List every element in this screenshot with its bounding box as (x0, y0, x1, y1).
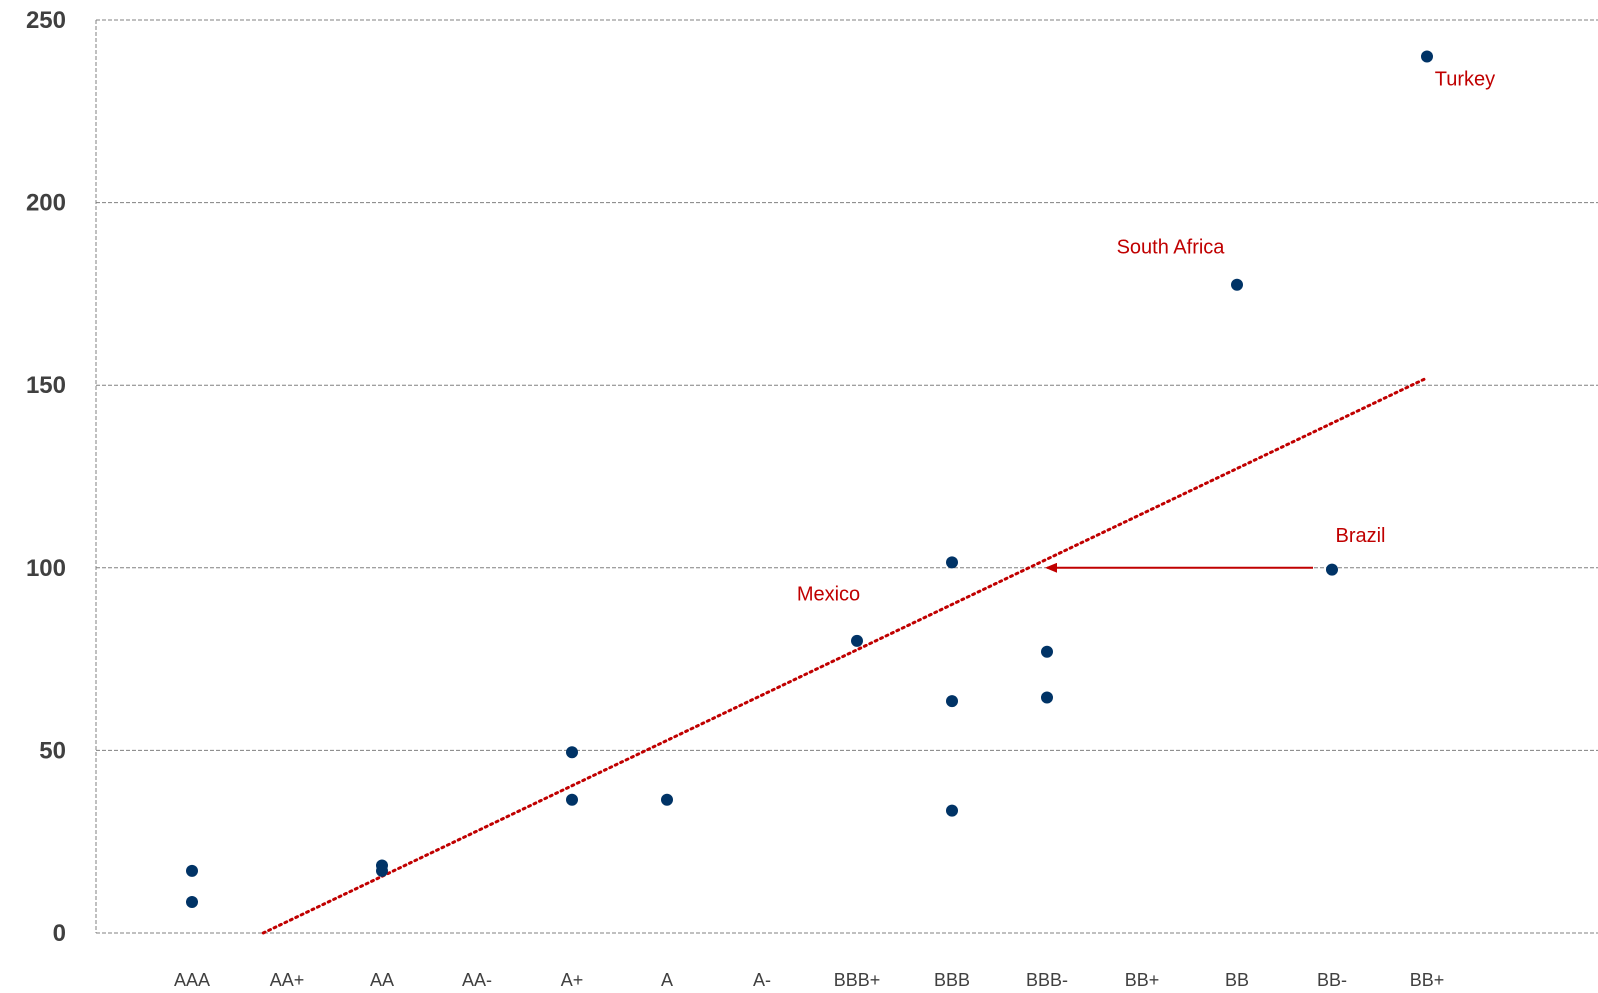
x-tick-label: AA (370, 970, 394, 990)
data-point (566, 746, 578, 759)
data-point (946, 556, 958, 569)
annotation-label: Brazil (1335, 525, 1385, 547)
y-axis-ticks: 0 50 100 150 200 250 (26, 7, 66, 947)
y-tick-label: 150 (26, 372, 66, 399)
x-tick-label: A+ (561, 970, 584, 990)
data-point (1041, 691, 1053, 704)
x-tick-label: BBB (934, 970, 970, 990)
x-tick-label: AA- (462, 970, 492, 990)
x-tick-label: AAA (174, 970, 210, 990)
annotation-label: Mexico (797, 583, 860, 605)
x-axis-ticks: AAA AA+ AA AA- A+ A A- BBB+ BBB BBB- BB+ BB BB- BB+ (174, 970, 1444, 990)
x-tick-label: A (661, 970, 673, 990)
x-tick-label: BB (1225, 970, 1249, 990)
y-tick-label: 50 (39, 737, 66, 764)
trendline (261, 376, 1429, 935)
trendline-layer (261, 376, 1429, 935)
x-tick-label: BBB- (1026, 970, 1068, 990)
annotation-label: South Africa (1117, 236, 1226, 258)
data-point (566, 793, 578, 806)
gridlines (95, 19, 1598, 934)
data-points (186, 50, 1433, 908)
data-point (376, 864, 388, 877)
annotation-label: Turkey (1435, 68, 1495, 90)
annotations: Turkey South Africa Brazil Mexico (797, 68, 1495, 605)
x-tick-label: BB+ (1410, 970, 1445, 990)
x-tick-label: A- (753, 970, 771, 990)
data-point (1231, 278, 1243, 291)
data-point (186, 864, 198, 877)
data-point (1421, 50, 1433, 63)
data-point (186, 895, 198, 908)
data-point (851, 634, 863, 647)
data-point (946, 804, 958, 817)
y-tick-label: 0 (53, 920, 66, 947)
y-tick-label: 250 (26, 7, 66, 34)
data-point (1326, 563, 1338, 576)
data-point (661, 793, 673, 806)
x-tick-label: BBB+ (834, 970, 881, 990)
y-tick-label: 200 (26, 190, 66, 217)
data-point (1041, 645, 1053, 658)
x-tick-label: BB+ (1125, 970, 1160, 990)
x-tick-label: AA+ (270, 970, 305, 990)
x-tick-label: BB- (1317, 970, 1347, 990)
data-point (946, 695, 958, 708)
y-tick-label: 100 (26, 555, 66, 582)
